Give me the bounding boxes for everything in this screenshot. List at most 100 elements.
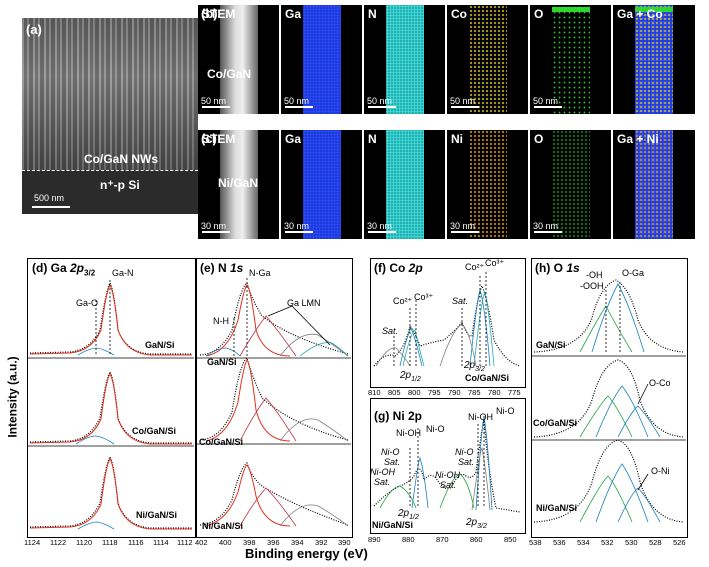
tile-c-ga-scale: 30 nm <box>284 221 310 231</box>
tile-c-ga: Ga 30 nm <box>281 130 362 239</box>
tick-h-0: 538 <box>529 538 542 547</box>
ann-f-co3-1: Co³⁺ <box>414 292 434 302</box>
tile-c-ga-ni: Ga + Ni <box>613 130 695 239</box>
sample-d-3: Ni/GaN/Si <box>136 510 178 520</box>
ann-g-2p12: 2p1/2 <box>398 508 419 521</box>
ann-h-ooh: -OOH <box>580 281 604 291</box>
plot-g-spectra <box>373 416 521 513</box>
sample-h-3: Ni/GaN/Si <box>536 503 578 513</box>
tile-b-stem-scale: 50 nm <box>201 96 227 106</box>
tick-d-0: 1124 <box>24 538 41 547</box>
tick-g-2: 870 <box>436 535 449 544</box>
tick-h-1: 536 <box>553 538 566 547</box>
plot-e-spectra <box>199 278 349 527</box>
sem-scale-bar <box>32 206 70 208</box>
tick-f-5: 785 <box>468 388 481 397</box>
tick-g-3: 860 <box>470 535 483 544</box>
ann-g-nio-sat-a: Ni-O <box>381 447 400 457</box>
label-co-gan-nws: Co/GaN NWs <box>84 152 159 166</box>
tile-c-stem: STEM Ni/GaN 30 nm <box>198 130 279 239</box>
ann-g-nioh-sat2-a: Ni-OH <box>435 470 460 480</box>
ann-g-ni-o-1: Ni-O <box>426 424 445 434</box>
tile-c-ni-label: Ni <box>451 132 463 146</box>
tile-b-o-label: O <box>534 7 544 21</box>
tick-f-1: 805 <box>388 388 401 397</box>
tick-f-4: 790 <box>448 388 461 397</box>
tile-c-o-scale: 30 nm <box>533 221 559 231</box>
tile-c-stem-scale: 30 nm <box>201 221 227 231</box>
plot-d-frame <box>27 258 196 538</box>
tick-e-1: 400 <box>219 538 232 547</box>
ann-h-o-co: O-Co <box>649 378 671 388</box>
tick-d-2: 1120 <box>76 538 93 547</box>
tick-g-1: 880 <box>402 535 415 544</box>
tile-c-o-label: O <box>534 132 544 146</box>
label-np-si: n⁺-p Si <box>100 178 140 192</box>
tick-g-4: 850 <box>504 535 517 544</box>
ann-f-2p12: 2p1/2 <box>400 370 421 383</box>
ann-ga-n: Ga-N <box>112 268 134 278</box>
panel-a-letter: (a) <box>26 22 42 37</box>
tick-e-6: 390 <box>338 538 351 547</box>
tile-c-ga-label: Ga <box>285 132 302 146</box>
tile-c-ga-ni-label: Ga + Ni <box>617 132 659 146</box>
tick-h-5: 528 <box>649 538 662 547</box>
sample-h-1: GaN/Si <box>536 340 566 350</box>
tile-c-stem-label: STEM <box>202 132 236 146</box>
sample-e-3: Ni/GaN/Si <box>202 521 244 531</box>
tick-f-6: 780 <box>488 388 501 397</box>
ann-ga-lmn: Ga LMN <box>287 298 321 308</box>
sample-h-2: Co/GaN/Si <box>533 418 578 428</box>
tick-g-0: 890 <box>368 535 381 544</box>
sample-d-2: Co/GaN/Si <box>132 426 177 436</box>
interface-dashed-line <box>22 170 198 171</box>
ann-ga-o: Ga-O <box>76 298 99 308</box>
tile-b-o-scale: 50 nm <box>533 96 559 106</box>
tile-b-n-scale: 50 nm <box>367 96 393 106</box>
tick-f-3: 795 <box>428 388 441 397</box>
tile-b-n-label: N <box>368 7 377 21</box>
plot-h-spectra <box>533 279 685 523</box>
plot-d-spectra <box>29 280 192 530</box>
ann-g-ni-oh-2: Ni-OH <box>468 412 493 422</box>
tile-b-co-scale: 50 nm <box>450 96 476 106</box>
plot-e-frame <box>196 258 353 538</box>
ann-g-nio-sat2-b: Sat. <box>458 457 475 467</box>
ann-f-sat-1: Sat. <box>382 326 399 336</box>
ann-h-oh: -OH <box>586 270 603 280</box>
tile-c-ni: Ni 30 nm <box>447 130 528 239</box>
tile-b-o: O 50 nm <box>530 5 611 114</box>
ann-g-ni-oh-1: Ni-OH <box>396 428 421 438</box>
ann-g-nio-sat2-a: Ni-O <box>455 447 474 457</box>
ann-n-ga: N-Ga <box>249 268 271 278</box>
tick-f-0: 810 <box>368 388 381 397</box>
tick-d-3: 1118 <box>102 538 118 547</box>
ann-g-2p32: 2p3/2 <box>466 517 487 530</box>
ann-h-o-ga: O-Ga <box>622 268 645 278</box>
ann-f-2p32: 2p3/2 <box>464 360 485 373</box>
tile-b-ga-label: Ga <box>285 7 302 21</box>
tile-b-stem: STEM Co/GaN 50 nm <box>198 5 279 114</box>
tick-f-2: 800 <box>408 388 421 397</box>
ann-g-nioh-sat2-b: Sat. <box>440 480 457 490</box>
panel-c-letter: (c) <box>201 131 217 146</box>
tile-b-n: N 50 nm <box>364 5 445 114</box>
tick-d-4: 1116 <box>128 538 144 547</box>
tile-c-o: O 30 nm <box>530 130 611 239</box>
plot-h-title: (h) O 1s <box>535 261 580 275</box>
tile-b-co: Co 50 nm <box>447 5 528 114</box>
tile-c-n: N 30 nm <box>364 130 445 239</box>
plot-g-title: (g) Ni 2p <box>374 409 422 423</box>
tile-c-n-label: N <box>368 132 377 146</box>
x-axis-label: Binding energy (eV) <box>245 546 368 561</box>
plot-d-title: (d) Ga 2p3/2 <box>32 261 96 278</box>
tile-c-ni-scale: 30 nm <box>450 221 476 231</box>
ann-f-co3-2: Co³⁺ <box>485 258 505 268</box>
tile-b-co-label: Co <box>451 7 467 21</box>
tick-h-2: 534 <box>577 538 590 547</box>
tick-e-2: 398 <box>243 538 256 547</box>
ann-n-h: N-H <box>213 316 229 326</box>
tick-f-7: 775 <box>508 388 521 397</box>
plot-g-frame <box>370 398 526 534</box>
